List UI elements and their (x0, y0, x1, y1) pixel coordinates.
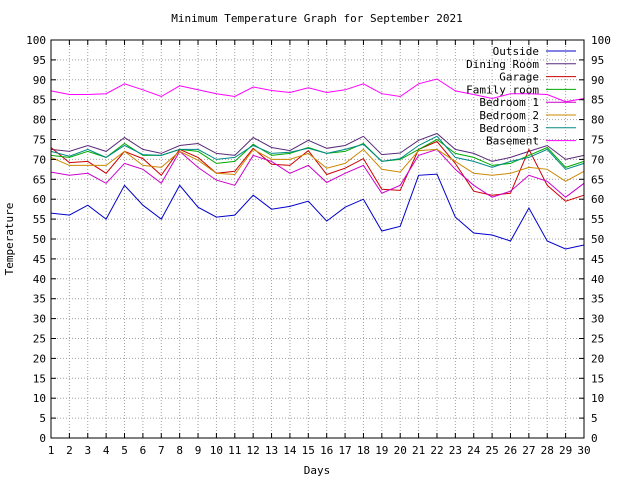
legend-label-outside: Outside (493, 45, 539, 58)
x-tick-label: 12 (247, 444, 260, 457)
y-tick-label-left: 0 (39, 432, 46, 445)
x-tick-label: 21 (412, 444, 425, 457)
x-tick-label: 25 (485, 444, 498, 457)
legend-label-family-room: Family room (466, 83, 539, 96)
y-axis-label: Temperature (3, 203, 16, 276)
y-tick-label-right: 20 (591, 352, 604, 365)
y-tick-label-right: 5 (591, 412, 598, 425)
x-tick-label: 14 (283, 444, 297, 457)
x-tick-label: 23 (449, 444, 462, 457)
series-line-garage (50, 140, 585, 202)
chart-title: Minimum Temperature Graph for September … (171, 12, 462, 25)
x-tick-label: 1 (48, 444, 55, 457)
y-tick-label-left: 85 (33, 94, 46, 107)
y-tick-label-right: 10 (591, 392, 604, 405)
legend-label-dining-room: Dining Room (466, 58, 539, 71)
x-tick-label: 29 (559, 444, 572, 457)
x-tick-label: 17 (338, 444, 351, 457)
series-line-outside (50, 173, 585, 250)
y-tick-label-right: 60 (591, 193, 604, 206)
x-tick-label: 20 (394, 444, 407, 457)
legend-label-basement: Basement (486, 135, 539, 148)
y-tick-label-right: 55 (591, 213, 604, 226)
y-tick-label-right: 0 (591, 432, 598, 445)
series-line-basement (50, 78, 585, 103)
x-tick-label: 26 (504, 444, 517, 457)
legend-label-garage: Garage (499, 71, 539, 84)
x-tick-label: 10 (210, 444, 223, 457)
x-tick-label: 8 (176, 444, 183, 457)
x-tick-label: 7 (158, 444, 165, 457)
y-tick-label-right: 15 (591, 372, 604, 385)
series-line-bedroom-2 (50, 148, 585, 182)
y-tick-label-right: 75 (591, 134, 604, 147)
x-tick-label: 19 (375, 444, 388, 457)
y-tick-label-left: 70 (33, 153, 46, 166)
legend-label-bedroom-2: Bedroom 2 (479, 109, 539, 122)
y-tick-label-right: 30 (591, 313, 604, 326)
y-tick-label-right: 80 (591, 114, 604, 127)
y-tick-label-left: 5 (39, 412, 46, 425)
y-tick-label-right: 70 (591, 153, 604, 166)
series-line-dining-room (50, 132, 585, 162)
y-tick-label-left: 10 (33, 392, 46, 405)
x-tick-label: 3 (84, 444, 91, 457)
y-tick-label-left: 35 (33, 293, 46, 306)
y-tick-label-right: 45 (591, 253, 604, 266)
x-tick-label: 15 (302, 444, 315, 457)
x-tick-label: 2 (66, 444, 73, 457)
y-tick-label-left: 30 (33, 313, 46, 326)
y-tick-label-left: 40 (33, 273, 46, 286)
y-tick-label-left: 80 (33, 114, 46, 127)
y-tick-label-left: 75 (33, 134, 46, 147)
x-tick-label: 27 (522, 444, 535, 457)
y-tick-label-left: 60 (33, 193, 46, 206)
x-tick-label: 4 (103, 444, 110, 457)
x-tick-label: 30 (577, 444, 590, 457)
y-tick-label-right: 35 (591, 293, 604, 306)
y-tick-label-left: 25 (33, 333, 46, 346)
x-axis-label: Days (304, 464, 331, 477)
y-tick-label-right: 100 (591, 34, 611, 47)
series-lines (50, 78, 585, 250)
y-tick-label-left: 15 (33, 372, 46, 385)
x-tick-label: 11 (228, 444, 241, 457)
y-tick-label-left: 50 (33, 233, 46, 246)
y-tick-label-left: 95 (33, 54, 46, 67)
y-tick-label-left: 20 (33, 352, 46, 365)
series-line-bedroom-1 (50, 148, 585, 198)
y-tick-label-right: 65 (591, 173, 604, 186)
x-tick-label: 5 (121, 444, 128, 457)
y-tick-label-left: 65 (33, 173, 46, 186)
y-tick-label-right: 40 (591, 273, 604, 286)
y-tick-label-right: 50 (591, 233, 604, 246)
y-tick-label-right: 85 (591, 94, 604, 107)
y-tick-label-left: 55 (33, 213, 46, 226)
x-tick-label: 13 (265, 444, 278, 457)
x-tick-label: 9 (195, 444, 202, 457)
x-tick-label: 6 (140, 444, 147, 457)
x-tick-label: 22 (430, 444, 443, 457)
grid (51, 40, 584, 438)
y-tick-label-right: 95 (591, 54, 604, 67)
x-tick-label: 28 (541, 444, 554, 457)
x-tick-label: 16 (320, 444, 333, 457)
y-tick-label-left: 100 (26, 34, 46, 47)
y-tick-label-right: 25 (591, 333, 604, 346)
y-tick-label-right: 90 (591, 74, 604, 87)
y-tick-label-left: 45 (33, 253, 46, 266)
legend-label-bedroom-3: Bedroom 3 (479, 122, 539, 135)
x-tick-label: 24 (467, 444, 481, 457)
series-line-bedroom-3 (50, 135, 585, 170)
legend-label-bedroom-1: Bedroom 1 (479, 96, 539, 109)
x-tick-label: 18 (357, 444, 370, 457)
y-tick-label-left: 90 (33, 74, 46, 87)
